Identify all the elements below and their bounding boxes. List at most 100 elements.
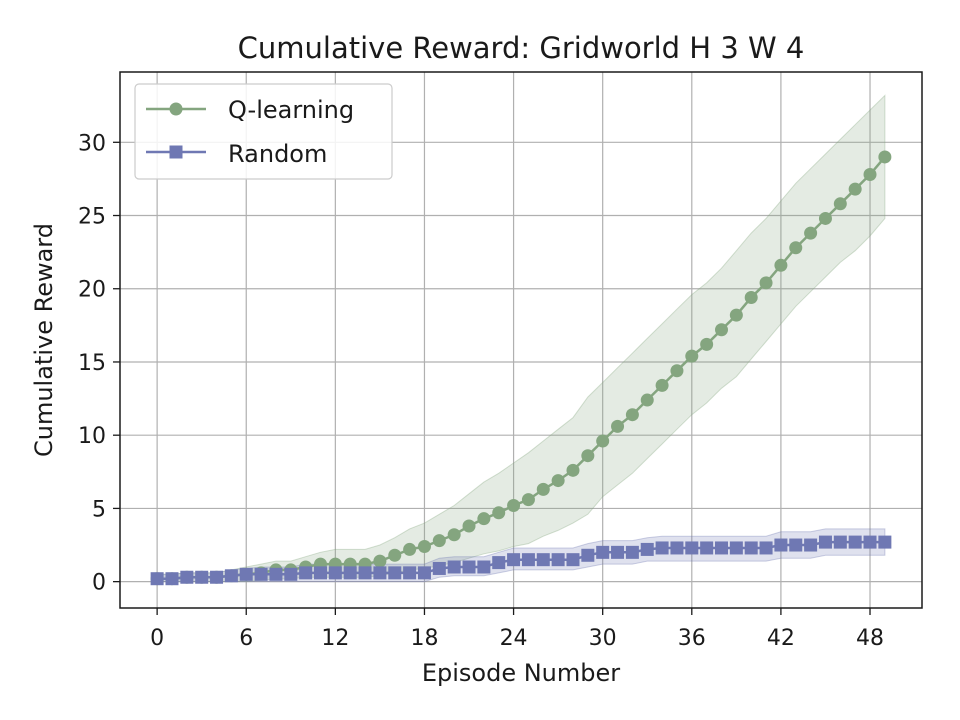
point-q-learning	[492, 506, 506, 520]
point-q-learning	[878, 150, 892, 164]
point-random	[432, 561, 446, 575]
series-markers	[150, 150, 892, 586]
point-q-learning	[551, 474, 565, 488]
y-tick-label: 30	[78, 131, 106, 156]
point-q-learning	[403, 542, 417, 556]
point-random	[224, 569, 238, 583]
point-q-learning	[417, 539, 431, 553]
point-q-learning	[670, 364, 684, 378]
point-q-learning	[581, 449, 595, 463]
point-q-learning	[848, 182, 862, 196]
point-random	[774, 538, 788, 552]
y-axis: 0 5 10 15 20 25 30	[78, 131, 120, 596]
x-tick-label: 30	[589, 626, 617, 651]
point-random	[195, 570, 209, 584]
x-tick-label: 36	[678, 626, 706, 651]
point-random	[611, 545, 625, 559]
point-q-learning	[833, 197, 847, 211]
y-tick-label: 10	[78, 424, 106, 449]
point-random	[625, 545, 639, 559]
point-random	[551, 553, 565, 567]
point-random	[284, 567, 298, 581]
point-random	[388, 566, 402, 580]
point-q-learning	[611, 419, 625, 433]
x-axis: 0 6 12 18 24 30 36 42 48	[150, 608, 884, 651]
point-q-learning	[744, 291, 758, 305]
point-random	[685, 541, 699, 555]
point-random	[863, 535, 877, 549]
point-random	[462, 560, 476, 574]
legend: Q-learning Random	[134, 83, 393, 180]
y-axis-label: Cumulative Reward	[30, 223, 58, 457]
point-random	[507, 553, 521, 567]
point-q-learning	[596, 434, 610, 448]
point-random	[789, 538, 803, 552]
point-q-learning	[715, 323, 728, 337]
point-random	[818, 535, 832, 549]
point-random	[417, 566, 431, 580]
point-q-learning	[521, 493, 535, 507]
point-random	[596, 545, 610, 559]
x-tick-label: 42	[767, 626, 795, 651]
y-tick-label: 0	[92, 571, 106, 596]
point-random	[492, 556, 506, 570]
point-q-learning	[759, 276, 773, 290]
point-q-learning	[685, 349, 699, 363]
point-random	[581, 548, 595, 562]
point-random	[403, 566, 417, 580]
point-q-learning	[774, 258, 788, 272]
x-tick-label: 0	[150, 626, 164, 651]
point-q-learning	[388, 548, 402, 562]
point-random	[447, 560, 461, 574]
point-random	[254, 567, 268, 581]
point-q-learning	[462, 519, 476, 533]
point-random	[715, 541, 728, 555]
point-q-learning	[373, 554, 387, 568]
x-tick-label: 18	[410, 626, 438, 651]
point-random	[640, 542, 654, 556]
point-random	[833, 535, 847, 549]
point-q-learning	[640, 393, 654, 407]
legend-label-q-learning: Q-learning	[228, 96, 354, 124]
y-tick-label: 15	[78, 351, 106, 376]
legend-label-random: Random	[228, 140, 327, 168]
point-q-learning	[432, 534, 446, 548]
x-axis-label: Episode Number	[422, 659, 620, 687]
point-random	[239, 567, 253, 581]
point-random	[269, 567, 283, 581]
point-random	[180, 570, 194, 584]
y-tick-label: 20	[78, 278, 106, 303]
point-random	[848, 535, 862, 549]
point-q-learning	[507, 498, 521, 512]
y-tick-label: 5	[92, 497, 106, 522]
point-q-learning	[625, 408, 639, 422]
point-q-learning	[536, 482, 550, 496]
x-tick-label: 24	[500, 626, 528, 651]
point-q-learning	[789, 241, 803, 255]
point-random	[373, 566, 387, 580]
point-q-learning	[729, 308, 743, 322]
point-random	[536, 553, 550, 567]
point-random	[521, 553, 535, 567]
legend-marker-random	[169, 145, 183, 159]
plot-frame	[119, 71, 923, 609]
chart-title: Cumulative Reward: Gridworld H 3 W 4	[238, 31, 805, 65]
point-q-learning	[700, 337, 714, 351]
point-random	[150, 572, 164, 586]
x-tick-label: 6	[239, 626, 253, 651]
point-random	[655, 541, 669, 555]
point-random	[670, 541, 684, 555]
point-random	[328, 566, 342, 580]
point-random	[210, 570, 224, 584]
point-q-learning	[566, 463, 580, 477]
legend-marker-q-learning	[169, 102, 183, 116]
y-tick-label: 25	[78, 205, 106, 230]
point-q-learning	[863, 168, 877, 182]
x-tick-label: 12	[321, 626, 349, 651]
x-tick-label: 48	[856, 626, 884, 651]
point-random	[804, 538, 818, 552]
point-random	[566, 553, 580, 567]
point-random	[744, 541, 758, 555]
point-random	[729, 541, 743, 555]
